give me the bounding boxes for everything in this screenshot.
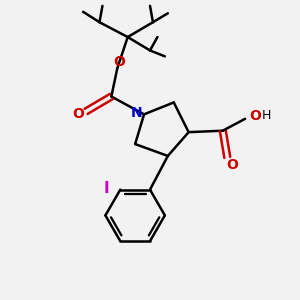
Text: O: O (250, 109, 262, 123)
Text: I: I (104, 181, 110, 196)
Text: H: H (262, 109, 271, 122)
Text: O: O (226, 158, 238, 172)
Text: N: N (131, 106, 142, 120)
Text: O: O (113, 55, 125, 69)
Text: O: O (72, 107, 84, 121)
